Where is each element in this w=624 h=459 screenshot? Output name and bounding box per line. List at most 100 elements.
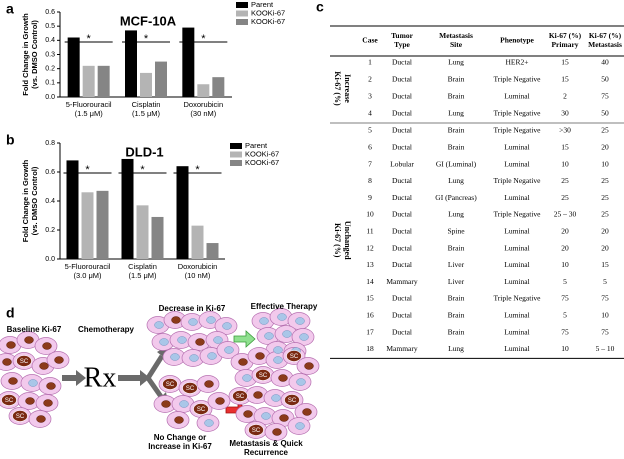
table-cell: 25 <box>601 193 609 202</box>
table-cell: Ductal <box>392 92 412 101</box>
table-cell: Brain <box>448 243 465 252</box>
y-axis-label: Fold Change in Growth <box>21 159 30 242</box>
nucleus <box>253 391 263 399</box>
table-cell: 10 <box>601 311 609 320</box>
nucleus <box>261 412 271 420</box>
table-cell: Luminal <box>504 227 529 236</box>
table-cell: Luminal <box>504 327 529 336</box>
significance-label: * <box>140 164 145 176</box>
table-cell: Ductal <box>392 126 412 135</box>
nucleus <box>6 341 16 349</box>
nucleus <box>25 397 35 405</box>
x-tick-label: (10 nM) <box>185 271 211 280</box>
table-cell: 25 <box>601 176 609 185</box>
nucleus <box>213 336 223 344</box>
significance-label: * <box>87 33 92 45</box>
table-cell: 40 <box>601 58 609 67</box>
table-cell: Lung <box>448 176 464 185</box>
stem-cell-nucleus <box>162 378 178 390</box>
nucleus <box>282 330 292 338</box>
table-cell: 13 <box>366 260 374 269</box>
table-cell: Brain <box>448 92 465 101</box>
nucleus <box>179 400 189 408</box>
nucleus <box>271 394 281 402</box>
nucleus <box>272 428 282 436</box>
legend-swatch <box>236 2 248 8</box>
table-cell: 25 <box>561 176 569 185</box>
diagram-label: No Change or <box>154 433 206 442</box>
group-label: Ki-67 (%) <box>333 223 342 258</box>
table-cell: 20 <box>601 243 609 252</box>
legend-label: Parent <box>251 0 274 9</box>
legend-swatch <box>230 143 242 149</box>
diagram-label: Decrease in Ki-67 <box>159 304 226 313</box>
stem-cell-nucleus <box>182 382 198 394</box>
nucleus <box>238 358 248 366</box>
bar <box>140 72 152 97</box>
bar <box>82 65 95 97</box>
table-cell: 10 <box>601 159 609 168</box>
y-tick-label: 0.2 <box>45 227 55 234</box>
y-tick-label: 0.6 <box>45 169 55 176</box>
nucleus <box>273 346 283 354</box>
bar <box>81 192 94 259</box>
nucleus <box>259 317 269 325</box>
y-tick-label: 0.8 <box>45 140 55 147</box>
table-cell: Ductal <box>392 210 412 219</box>
table-cell: 4 <box>368 109 372 118</box>
nucleus <box>296 378 306 386</box>
table-cell: GI (Pancreas) <box>435 193 477 202</box>
table-cell: Ductal <box>392 227 412 236</box>
table-cell: 16 <box>366 311 374 320</box>
table-cell: 15 <box>601 260 609 269</box>
nucleus <box>161 400 171 408</box>
legend-swatch <box>236 10 248 17</box>
table-cell: Liver <box>448 277 465 286</box>
bar <box>96 190 109 259</box>
nucleus <box>8 377 18 385</box>
bar <box>197 84 210 97</box>
stem-cell-label: SC <box>259 373 268 379</box>
legend-label: KOOKi-67 <box>251 8 285 17</box>
nucleus <box>2 358 12 366</box>
bar <box>67 37 80 97</box>
x-tick-label: 5-Fluorouracil <box>66 100 112 109</box>
table-cell: Triple Negative <box>493 126 541 135</box>
x-tick-label: (3.0 μM) <box>73 271 102 280</box>
nucleus <box>242 374 252 382</box>
nucleus <box>204 380 214 388</box>
stem-cell-nucleus <box>1 394 17 406</box>
table-cell: 14 <box>366 277 374 286</box>
y-tick-label: 0.0 <box>45 256 55 263</box>
nucleus <box>243 410 253 418</box>
table-cell: 10 <box>561 159 569 168</box>
nucleus <box>43 399 53 407</box>
table-cell: Triple Negative <box>493 75 541 84</box>
stem-cell-nucleus <box>193 403 209 415</box>
x-tick-label: Cisplatin <box>132 100 161 109</box>
bar <box>136 205 149 259</box>
y-tick-label: 0.2 <box>45 66 55 73</box>
diagram-label: Effective Therapy <box>251 302 318 311</box>
table-cell: Brain <box>448 327 465 336</box>
panel-label: d <box>6 305 15 321</box>
stem-cell-label: SC <box>290 354 299 360</box>
y-axis-label: Fold Change in Growth <box>21 13 30 96</box>
arrow <box>145 376 165 400</box>
nucleus <box>222 322 232 330</box>
table-cell: Brain <box>448 143 465 152</box>
table-cell: Ductal <box>392 75 412 84</box>
table-cell: Brain <box>448 75 465 84</box>
diagram-label: Increase in Ki-67 <box>148 442 212 451</box>
table-cell: Ductal <box>392 243 412 252</box>
significance-label: * <box>144 33 149 45</box>
table-header: Type <box>394 40 410 49</box>
nucleus <box>174 416 184 424</box>
nucleus <box>177 336 187 344</box>
significance-label: * <box>201 33 206 45</box>
table-cell: 20 <box>561 243 569 252</box>
table-header: Metastasis <box>588 40 622 49</box>
y-tick-label: 0.4 <box>45 198 55 205</box>
stem-cell-label: SC <box>5 398 14 404</box>
legend-swatch <box>230 160 242 166</box>
